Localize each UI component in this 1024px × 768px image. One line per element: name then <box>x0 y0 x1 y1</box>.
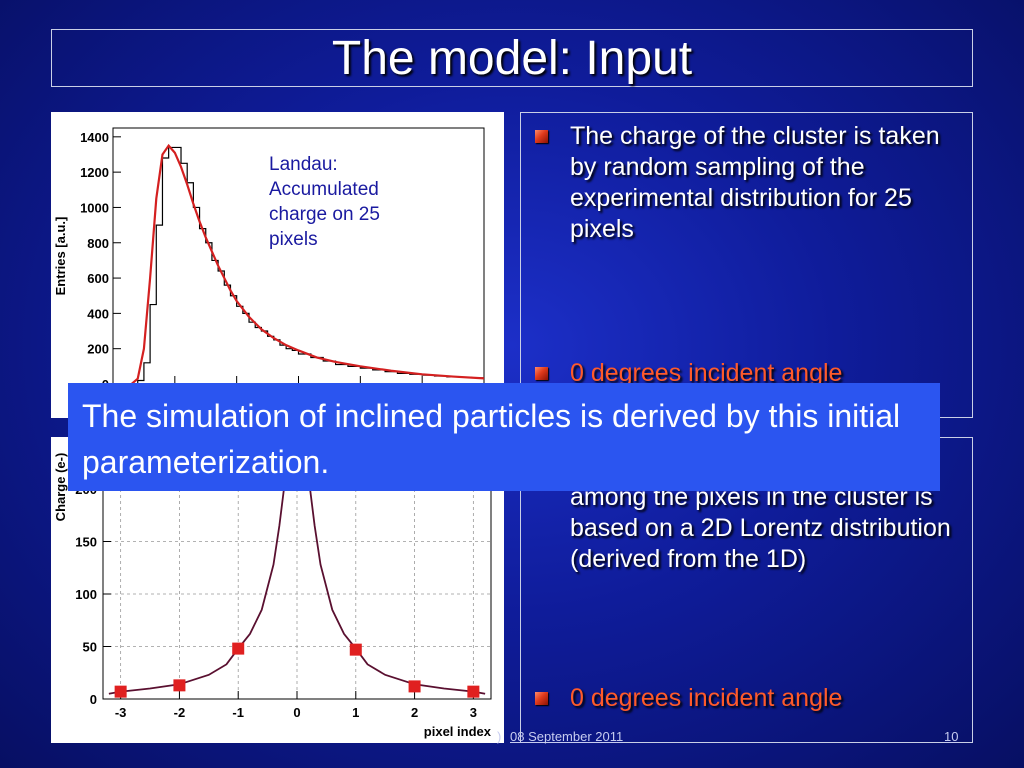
data-marker <box>467 685 480 698</box>
y-tick-label: 400 <box>87 306 109 321</box>
y-tick-label: 200 <box>87 342 109 357</box>
slide-number: 10 <box>944 729 959 744</box>
bullet-square-icon <box>535 130 548 143</box>
y-tick-label: 600 <box>87 271 109 286</box>
x-tick-label: -1 <box>232 705 244 720</box>
footer-date: 08 September 2011 <box>510 729 624 744</box>
bullet-text: 0 degrees incident angle <box>570 359 843 387</box>
bullet-square-icon <box>535 367 548 380</box>
y-tick-label: 150 <box>75 535 97 550</box>
y-tick-label: 1400 <box>80 130 109 145</box>
data-marker <box>349 643 362 656</box>
data-marker <box>408 680 421 693</box>
x-tick-label: 2 <box>411 705 418 720</box>
bullet-item: 0 degrees incident angle <box>533 358 958 389</box>
y-tick-label: 100 <box>75 587 97 602</box>
slide-title: The model: Input <box>331 31 693 85</box>
x-tick-label: 1 <box>352 705 359 720</box>
x-tick-label: -3 <box>115 705 127 720</box>
bullet-box-top: The charge of the cluster is taken by ra… <box>520 112 973 418</box>
overlay-callout: The simulation of inclined particles is … <box>68 383 940 491</box>
y-axis-label: Charge (e-) <box>53 453 68 522</box>
landau-chart-panel: 0200400600800100012001400010002000300040… <box>51 112 504 418</box>
bullet-text: among the pixels in the cluster is based… <box>570 483 951 573</box>
bullet-text: The charge of the cluster is taken by ra… <box>570 122 940 243</box>
x-axis-label: pixel index <box>424 724 492 739</box>
y-tick-label: 50 <box>83 640 97 655</box>
x-tick-label: -2 <box>174 705 186 720</box>
x-tick-label: 3 <box>470 705 477 720</box>
y-tick-label: 1000 <box>80 200 109 215</box>
overlay-text: The simulation of inclined particles is … <box>82 398 901 480</box>
bullet-text: 0 degrees incident angle <box>570 684 843 712</box>
y-axis-label: Entries [a.u.] <box>53 217 68 296</box>
data-marker <box>232 642 245 655</box>
bullet-item: among the pixels in the cluster is based… <box>533 482 958 575</box>
y-tick-label: 800 <box>87 236 109 251</box>
landau-annotation: Landau: Accumulated charge on 25 pixels <box>269 154 380 250</box>
x-tick-label: 0 <box>293 705 300 720</box>
y-tick-label: 1200 <box>80 165 109 180</box>
footer-mark: ) <box>497 729 502 744</box>
data-marker <box>114 685 127 698</box>
data-marker <box>173 679 186 692</box>
bullet-item: 0 degrees incident angle <box>533 683 958 714</box>
bullet-item: The charge of the cluster is taken by ra… <box>533 121 958 245</box>
y-tick-label: 0 <box>90 692 97 707</box>
bullet-square-icon <box>535 692 548 705</box>
fit-series <box>130 143 485 385</box>
title-frame: The model: Input <box>51 29 973 87</box>
